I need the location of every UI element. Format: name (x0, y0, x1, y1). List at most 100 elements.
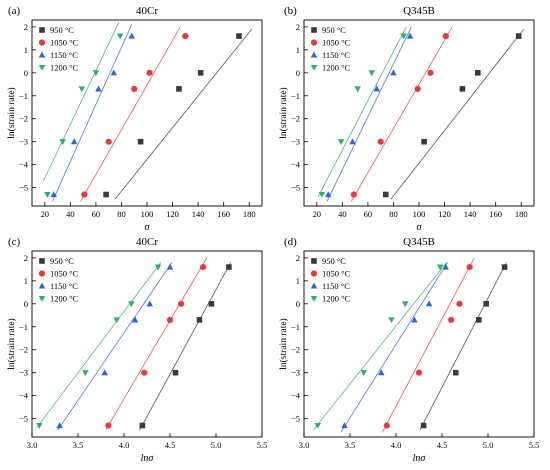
x-tick-label: 4.0 (391, 440, 402, 450)
y-tick-label: −1 (19, 91, 28, 101)
fit-line (139, 262, 232, 431)
legend-marker (38, 282, 46, 289)
legend-label: 950 °C (50, 256, 74, 266)
data-point (146, 69, 153, 76)
x-tick-label: 160 (489, 209, 502, 219)
data-point (459, 86, 466, 92)
data-point (401, 301, 409, 308)
fit-line (312, 262, 447, 431)
x-tick-label: 5.0 (211, 440, 222, 450)
data-point (360, 370, 368, 377)
x-tick-label: 5.5 (529, 440, 540, 450)
x-tick-label: 4.5 (165, 440, 176, 450)
data-point (82, 370, 89, 377)
fit-line (52, 24, 133, 202)
data-point (406, 32, 414, 39)
x-tick-label: 3.0 (299, 440, 310, 450)
x-tick-label: 120 (166, 209, 179, 219)
fit-line (105, 257, 208, 431)
fit-line (43, 22, 120, 181)
data-point (420, 422, 427, 429)
panel-label: (a) (8, 5, 21, 17)
y-tick-label: −5 (19, 183, 28, 193)
data-point (390, 69, 397, 76)
legend-label: 1150 °C (322, 281, 350, 291)
y-tick-label: 2 (24, 22, 28, 32)
fit-line (57, 262, 173, 431)
data-point (341, 422, 348, 429)
x-tick-label: 4.0 (119, 440, 130, 450)
x-tick-label: 60 (92, 209, 101, 219)
data-point (176, 86, 182, 92)
fit-lines (36, 257, 232, 431)
data-point (378, 369, 385, 376)
data-point (137, 138, 144, 145)
y-tick-label: −1 (291, 322, 300, 332)
legend-marker (38, 64, 46, 71)
y-tick-label: −1 (291, 91, 300, 101)
data-point (466, 263, 473, 271)
x-tick-label: 40 (66, 209, 75, 219)
data-point (44, 191, 51, 198)
y-tick-label: 1 (24, 45, 28, 55)
legend-marker (39, 258, 45, 264)
x-tick-label: 4.5 (437, 440, 448, 450)
fit-line (419, 262, 507, 431)
y-tick-label: −1 (19, 322, 28, 332)
data-point (474, 70, 481, 76)
data-point (436, 264, 444, 271)
fit-line (114, 28, 253, 200)
legend-marker (310, 270, 318, 277)
legend-label: 1050 °C (322, 269, 351, 279)
data-point (154, 264, 162, 271)
x-tick-label: 20 (41, 209, 50, 219)
data-point (131, 85, 138, 92)
data-point (354, 86, 361, 93)
data-point (421, 138, 427, 145)
x-tick-label: 120 (438, 209, 451, 219)
x-axis-label: σ (417, 222, 423, 233)
legend-label: 1050 °C (322, 38, 351, 48)
legend-label: 1150 °C (50, 281, 78, 291)
panel-label: (b) (284, 5, 297, 17)
legend-marker (311, 27, 317, 33)
data-point (56, 422, 63, 429)
x-tick-label: 100 (141, 209, 154, 219)
x-tick-label: 160 (217, 209, 230, 219)
legend-marker (39, 27, 45, 33)
data-point (78, 86, 86, 93)
data-point (368, 70, 375, 77)
data-point (325, 191, 332, 198)
data-point (166, 316, 174, 323)
data-point (59, 139, 66, 146)
legend-label: 1200 °C (322, 294, 351, 304)
data-point (92, 70, 100, 77)
legend-marker (310, 51, 318, 58)
legend-label: 1200 °C (322, 63, 351, 73)
legend-marker (310, 64, 318, 71)
data-point (113, 317, 120, 324)
y-tick-label: −4 (291, 160, 301, 170)
x-tick-label: 40 (338, 209, 347, 219)
y-tick-label: −5 (19, 414, 28, 424)
legend-marker (38, 39, 46, 46)
data-point (456, 300, 463, 307)
plot-frame (31, 19, 263, 207)
data-point (101, 369, 108, 376)
plot-frame (31, 250, 263, 438)
fit-lines (43, 22, 253, 202)
y-tick-label: −5 (291, 414, 300, 424)
chart-title: 40Cr (136, 5, 158, 17)
data-point (427, 69, 434, 76)
data-point (128, 301, 135, 308)
x-tick-label: 3.5 (73, 440, 84, 450)
y-tick-label: 0 (296, 68, 300, 78)
y-tick-label: 0 (24, 299, 28, 309)
x-tick-label: 20 (313, 209, 322, 219)
fit-line (381, 257, 475, 433)
legend-marker (311, 258, 317, 264)
data-point (388, 317, 395, 324)
data-point (36, 422, 43, 429)
